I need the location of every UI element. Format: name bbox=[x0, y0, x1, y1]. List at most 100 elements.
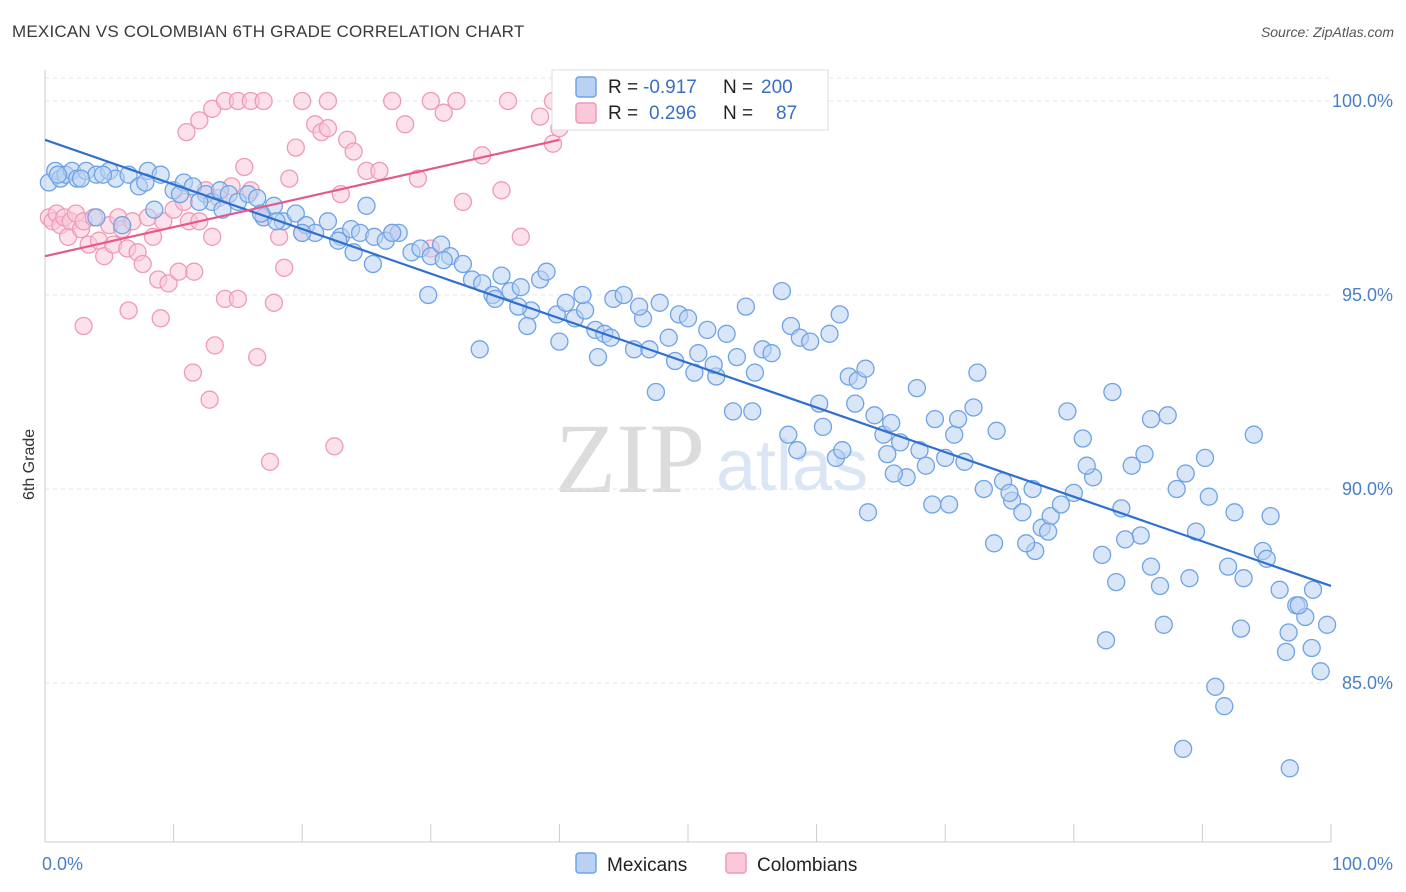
chart-title: MEXICAN VS COLOMBIAN 6TH GRADE CORRELATI… bbox=[12, 22, 525, 41]
mexicans-point bbox=[1176, 464, 1195, 483]
mexicans-point bbox=[93, 165, 113, 184]
mexicans-point bbox=[1225, 503, 1244, 522]
axes bbox=[44, 70, 1332, 843]
colombians-point bbox=[119, 301, 138, 320]
mexicans-point bbox=[1234, 569, 1253, 588]
mexicans-point bbox=[925, 409, 945, 429]
mexicans-point bbox=[813, 417, 833, 437]
colombians-point bbox=[275, 258, 294, 277]
bottom-legend: Mexicans Colombians bbox=[575, 852, 857, 876]
mexicans-point bbox=[434, 250, 453, 270]
colombians-point bbox=[177, 122, 196, 142]
mexicans-point bbox=[470, 340, 489, 359]
colombians-point bbox=[133, 254, 152, 274]
colombians-point bbox=[395, 115, 415, 134]
mexicans-point bbox=[71, 169, 91, 188]
y-tick-label: 100.0% bbox=[1332, 91, 1393, 111]
mexicans-point bbox=[830, 305, 849, 324]
legend-label-mexicans: Mexicans bbox=[607, 855, 687, 876]
mexicans-point bbox=[1141, 557, 1161, 576]
mexicans-point bbox=[984, 534, 1004, 553]
mexicans-point bbox=[704, 355, 723, 374]
mexicans-point bbox=[1231, 619, 1251, 638]
colombians-point bbox=[318, 119, 338, 138]
mexicans-point bbox=[113, 216, 132, 235]
mexicans-point bbox=[788, 441, 807, 460]
mexicans-point bbox=[846, 394, 865, 413]
colombians-point bbox=[159, 274, 178, 293]
mexicans-points bbox=[39, 161, 1337, 778]
mexicans-point bbox=[678, 309, 698, 328]
mexicans-point bbox=[723, 402, 743, 421]
mexicans-point bbox=[1180, 569, 1199, 588]
stats-r-value-colombians: 0.296 bbox=[649, 103, 697, 124]
stats-swatch-mexicans bbox=[575, 76, 597, 98]
mexicans-point bbox=[286, 204, 305, 223]
mexicans-point bbox=[923, 495, 942, 514]
mexicans-point bbox=[884, 464, 903, 483]
mexicans-point bbox=[910, 441, 929, 460]
stats-swatch-colombians bbox=[575, 102, 597, 124]
x-tick-label-max: 100.0% bbox=[1332, 854, 1393, 874]
colombians-point bbox=[325, 437, 344, 456]
colombians-point bbox=[434, 103, 453, 122]
mexicans-point bbox=[363, 254, 383, 274]
x-tick-label-min: 0.0% bbox=[42, 854, 83, 874]
colombians-point bbox=[511, 227, 530, 246]
y-tick-label: 90.0% bbox=[1342, 479, 1393, 499]
stats-r-label-mexicans: R = bbox=[608, 77, 638, 98]
mexicans-point bbox=[318, 212, 338, 231]
mexicans-point bbox=[659, 328, 678, 347]
mexicans-point bbox=[419, 285, 438, 305]
stats-n-label-colombians: N = bbox=[723, 103, 753, 124]
colombians-point bbox=[151, 309, 170, 328]
mexicans-point bbox=[1103, 382, 1122, 402]
colombians-point bbox=[408, 169, 428, 188]
legend-swatch-mexicans bbox=[575, 852, 597, 874]
colombians-point bbox=[280, 169, 299, 188]
mexicans-point bbox=[145, 200, 164, 219]
colombians-point bbox=[421, 91, 440, 111]
mexicans-point bbox=[948, 409, 968, 429]
colombians-point bbox=[228, 289, 248, 309]
mexicans-point bbox=[1289, 596, 1308, 615]
mexicans-point bbox=[820, 324, 839, 343]
mexicans-point bbox=[968, 363, 987, 382]
mexicans-point bbox=[1058, 402, 1077, 421]
mexicans-point bbox=[779, 425, 798, 444]
mexicans-point bbox=[907, 378, 927, 398]
mexicans-point bbox=[1000, 483, 1019, 503]
colombians-point bbox=[383, 91, 402, 111]
mexicans-point bbox=[717, 324, 736, 343]
mexicans-point bbox=[357, 196, 376, 215]
mexicans-point bbox=[573, 285, 592, 305]
stats-n-value-mexicans: 200 bbox=[761, 77, 793, 98]
stats-r-value-mexicans: -0.917 bbox=[643, 77, 697, 98]
mexicans-point bbox=[1051, 495, 1071, 514]
colombians-point bbox=[169, 262, 188, 281]
mexicans-point bbox=[801, 332, 820, 351]
tick-labels: 85.0% 90.0% 95.0% 100.0% 0.0% 100.0% bbox=[42, 91, 1393, 874]
mexicans-point bbox=[698, 320, 717, 340]
colombians-point bbox=[185, 262, 204, 281]
mexicans-point bbox=[646, 382, 666, 402]
mexicans-point bbox=[974, 479, 993, 499]
mexicans-point bbox=[1096, 631, 1116, 650]
colombians-point bbox=[447, 91, 466, 111]
source-credit: Source: ZipAtlas.com bbox=[1260, 24, 1394, 40]
mexicans-point bbox=[1013, 503, 1032, 522]
mexicans-point bbox=[1073, 429, 1092, 448]
mexicans-point bbox=[964, 398, 983, 417]
mexicans-point bbox=[1311, 662, 1330, 681]
mexicans-point bbox=[736, 297, 756, 316]
mexicans-point bbox=[1141, 409, 1161, 429]
colombians-point bbox=[190, 111, 209, 130]
mexicans-point bbox=[248, 188, 267, 208]
y-tick-label: 85.0% bbox=[1342, 673, 1393, 693]
colombians-point bbox=[74, 316, 93, 336]
legend-label-colombians: Colombians bbox=[757, 855, 857, 876]
mexicans-point bbox=[833, 441, 852, 460]
colombians-point bbox=[254, 91, 273, 111]
mexicans-point bbox=[492, 266, 511, 285]
stats-legend: R = -0.917 N = 200 R = 0.296 N = 87 bbox=[551, 69, 829, 131]
